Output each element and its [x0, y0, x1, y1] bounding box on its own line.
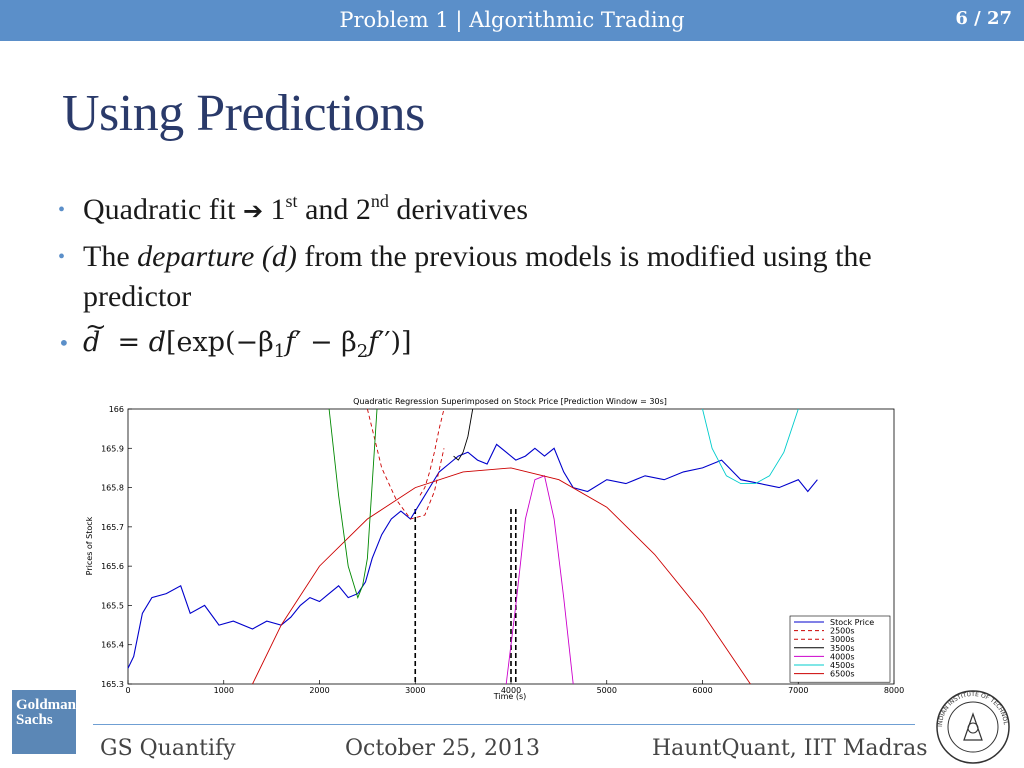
series-line — [328, 408, 378, 599]
formula-f2: f — [368, 327, 379, 358]
iit-madras-seal-icon: INDIAN INSTITUTE OF TECHNOLOGY MADRAS — [934, 688, 1010, 764]
legend-label: 4000s — [830, 652, 855, 661]
gs-logo-line2: Sachs — [16, 712, 53, 728]
bullet-1-sup-b: st — [285, 191, 298, 211]
x-tick-label: 4000 — [501, 686, 521, 695]
page-counter: 6 / 27 — [955, 8, 1012, 29]
footer-center: October 25, 2013 — [345, 736, 541, 761]
bullet-2: • The departure (d) from the previous mo… — [58, 237, 958, 317]
series-lines — [127, 408, 818, 685]
bullet-1-text-d: derivatives — [396, 193, 529, 226]
bullet-list: • Quadratic fit ➔ 1st and 2nd derivative… — [58, 190, 958, 369]
legend-label: 6500s — [830, 670, 855, 679]
header-bar: Problem 1 | Algorithmic Trading 6 / 27 — [0, 0, 1024, 41]
vertical-markers — [414, 509, 517, 684]
y-tick-label: 165.5 — [101, 601, 124, 610]
formula-open: [exp(−β — [165, 327, 274, 358]
formula-minus: − β — [301, 327, 357, 358]
formula-prime2: ′′ — [378, 327, 391, 358]
series-line — [419, 408, 445, 496]
chart-title: Quadratic Regression Superimposed on Sto… — [353, 397, 667, 406]
y-tick-label: 166 — [109, 405, 124, 414]
gs-logo-line1: Goldman — [16, 697, 77, 713]
x-tick-label: 7000 — [788, 686, 808, 695]
y-tick-label: 165.7 — [101, 523, 124, 532]
bullet-dot-icon: • — [58, 199, 66, 221]
legend-label: 3500s — [830, 644, 855, 653]
bullet-3-formula: • ~ d = d[exp(−β1f′ − β2f′′)] — [58, 312, 958, 363]
gridlines — [127, 408, 895, 685]
y-tick-label: 165.8 — [101, 484, 124, 493]
x-tick-label: 2000 — [309, 686, 329, 695]
chart-legend: Stock Price2500s3000s3500s4000s4500s6500… — [789, 615, 891, 683]
x-tick-label: 1000 — [214, 686, 234, 695]
y-tick-label: 165.9 — [101, 444, 124, 453]
formula-prime1: ′ — [295, 327, 302, 358]
x-tick-label: 6000 — [692, 686, 712, 695]
header-title: Problem 1 | Algorithmic Trading — [339, 8, 685, 32]
y-tick-label: 165.6 — [101, 562, 124, 571]
formula-close: )] — [390, 327, 412, 358]
y-tick-label: 165.4 — [101, 641, 124, 650]
bullet-1-text-b: 1 — [270, 193, 286, 226]
bullet-dot-icon: • — [58, 246, 66, 268]
x-tick-label: 0 — [125, 686, 130, 695]
bullet-2-emphasis: departure (d) — [137, 240, 297, 273]
formula-equals: = — [117, 327, 141, 358]
bullet-1-sup-c: nd — [370, 191, 389, 211]
x-tick-label: 3000 — [405, 686, 425, 695]
footer-divider — [93, 724, 915, 725]
formula-sub2: 2 — [356, 341, 369, 362]
y-ticks: 165.3 165.4 165.5 165.6 165.7 165.8 165.9 166 — [101, 405, 124, 689]
y-tick-label: 165.3 — [101, 680, 124, 689]
series-line — [252, 467, 751, 685]
y-axis-label: Prices of Stock — [85, 516, 94, 575]
x-axis-label: Time (s) — [493, 692, 527, 701]
slide-title: Using Predictions — [62, 85, 425, 142]
series-line — [127, 443, 818, 669]
bullet-1: • Quadratic fit ➔ 1st and 2nd derivative… — [58, 190, 958, 231]
legend-box — [789, 615, 891, 683]
x-tick-label: 5000 — [597, 686, 617, 695]
right-arrow-icon: ➔ — [242, 197, 264, 225]
legend-label: 4500s — [830, 661, 855, 670]
chart-svg: Quadratic Regression Superimposed on Sto… — [85, 397, 904, 701]
footer-left: GS Quantify — [100, 736, 236, 761]
goldman-sachs-logo: Goldman Sachs — [12, 690, 76, 754]
legend-label: 2500s — [830, 627, 855, 636]
bullet-2-text-a: The — [83, 240, 130, 273]
legend-label: 3000s — [830, 635, 855, 644]
x-ticks: 0 1000 2000 3000 4000 5000 6000 7000 8000 — [125, 686, 904, 695]
series-line — [453, 408, 474, 461]
d-tilde-symbol: ~ d — [83, 312, 107, 363]
series-line — [702, 408, 799, 485]
series-line — [366, 408, 445, 520]
tilde-accent: ~ — [85, 312, 107, 342]
bullet-2-text-b: from the previous models is modified usi… — [83, 240, 872, 313]
formula-lhs: d — [83, 327, 101, 358]
formula-sub1: 1 — [273, 341, 286, 362]
series-line — [505, 475, 574, 685]
formula-f1: f — [285, 327, 296, 358]
footer-right: HauntQuant, IIT Madras — [652, 736, 928, 761]
bullet-1-text-a: Quadratic fit — [83, 193, 236, 226]
bullet-1-text-c: and 2 — [305, 193, 371, 226]
regression-chart: Quadratic Regression Superimposed on Sto… — [78, 394, 908, 706]
legend-label: Stock Price — [830, 618, 874, 627]
x-tick-label: 8000 — [884, 686, 904, 695]
formula-d: d — [148, 327, 166, 358]
bullet-dot-icon: • — [58, 331, 70, 355]
